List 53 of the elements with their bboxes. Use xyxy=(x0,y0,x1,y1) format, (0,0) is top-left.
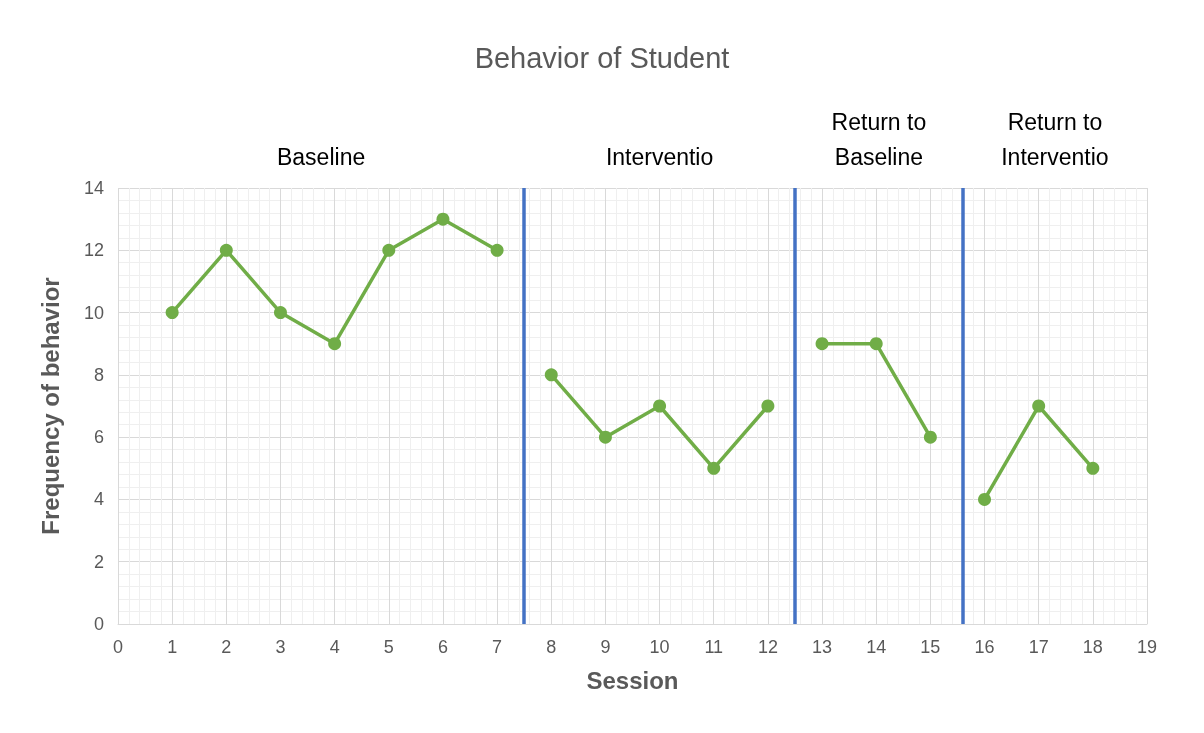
point xyxy=(219,243,233,257)
point xyxy=(653,399,667,413)
text: Baseline xyxy=(276,143,366,170)
x-tick-label: 5 xyxy=(383,637,394,657)
point xyxy=(598,430,612,444)
y-tick-label: 8 xyxy=(93,364,104,385)
point xyxy=(544,368,558,382)
x-tick-label: 11 xyxy=(704,637,724,657)
y-tick-label: 10 xyxy=(83,302,104,323)
y-tick-label: 2 xyxy=(93,551,104,572)
point xyxy=(978,492,992,506)
x-tick-label: 1 xyxy=(167,637,178,657)
x-tick-label: 4 xyxy=(329,637,340,657)
x-tick-label: 12 xyxy=(757,637,778,657)
y-tick-label: 0 xyxy=(93,614,104,634)
x-tick-label: 19 xyxy=(1136,637,1158,657)
y-axis-title: Frequency of behavior xyxy=(36,277,64,535)
text: Interventio xyxy=(605,143,714,170)
point xyxy=(490,243,504,257)
point xyxy=(707,461,721,475)
x-tick-label: 14 xyxy=(866,637,887,657)
text: Return to Interventio xyxy=(1001,108,1109,170)
point xyxy=(328,337,342,351)
x-tick-label: 13 xyxy=(812,637,833,657)
chart-title: Behavior of Student xyxy=(474,41,730,74)
x-tick-label: 17 xyxy=(1028,637,1049,657)
point xyxy=(273,306,287,320)
text: Return to Baseline xyxy=(831,108,927,170)
point xyxy=(815,337,829,351)
point xyxy=(382,243,396,257)
y-tick-label: 14 xyxy=(83,178,104,198)
y-tick-label: 6 xyxy=(93,427,104,448)
x-tick-label: 18 xyxy=(1082,637,1103,657)
point xyxy=(165,306,179,320)
x-tick-label: 6 xyxy=(437,637,448,657)
x-tick-label: 2 xyxy=(221,637,232,657)
x-tick-label: 16 xyxy=(974,637,995,657)
point xyxy=(923,430,937,444)
y-tick-label: 12 xyxy=(83,240,104,261)
point xyxy=(1086,461,1100,475)
x-tick-label: 3 xyxy=(275,637,286,657)
point xyxy=(436,212,450,226)
x-tick-label: 10 xyxy=(649,637,670,657)
x-tick-label: 9 xyxy=(600,637,611,657)
x-tick-label: 0 xyxy=(112,637,124,657)
point xyxy=(761,399,775,413)
point xyxy=(869,337,883,351)
x-axis-title: Session xyxy=(586,666,679,694)
x-tick-label: 8 xyxy=(546,637,557,657)
y-tick-label: 4 xyxy=(93,489,104,510)
point xyxy=(1032,399,1046,413)
x-tick-label: 15 xyxy=(920,637,941,657)
x-tick-label: 7 xyxy=(492,637,503,657)
